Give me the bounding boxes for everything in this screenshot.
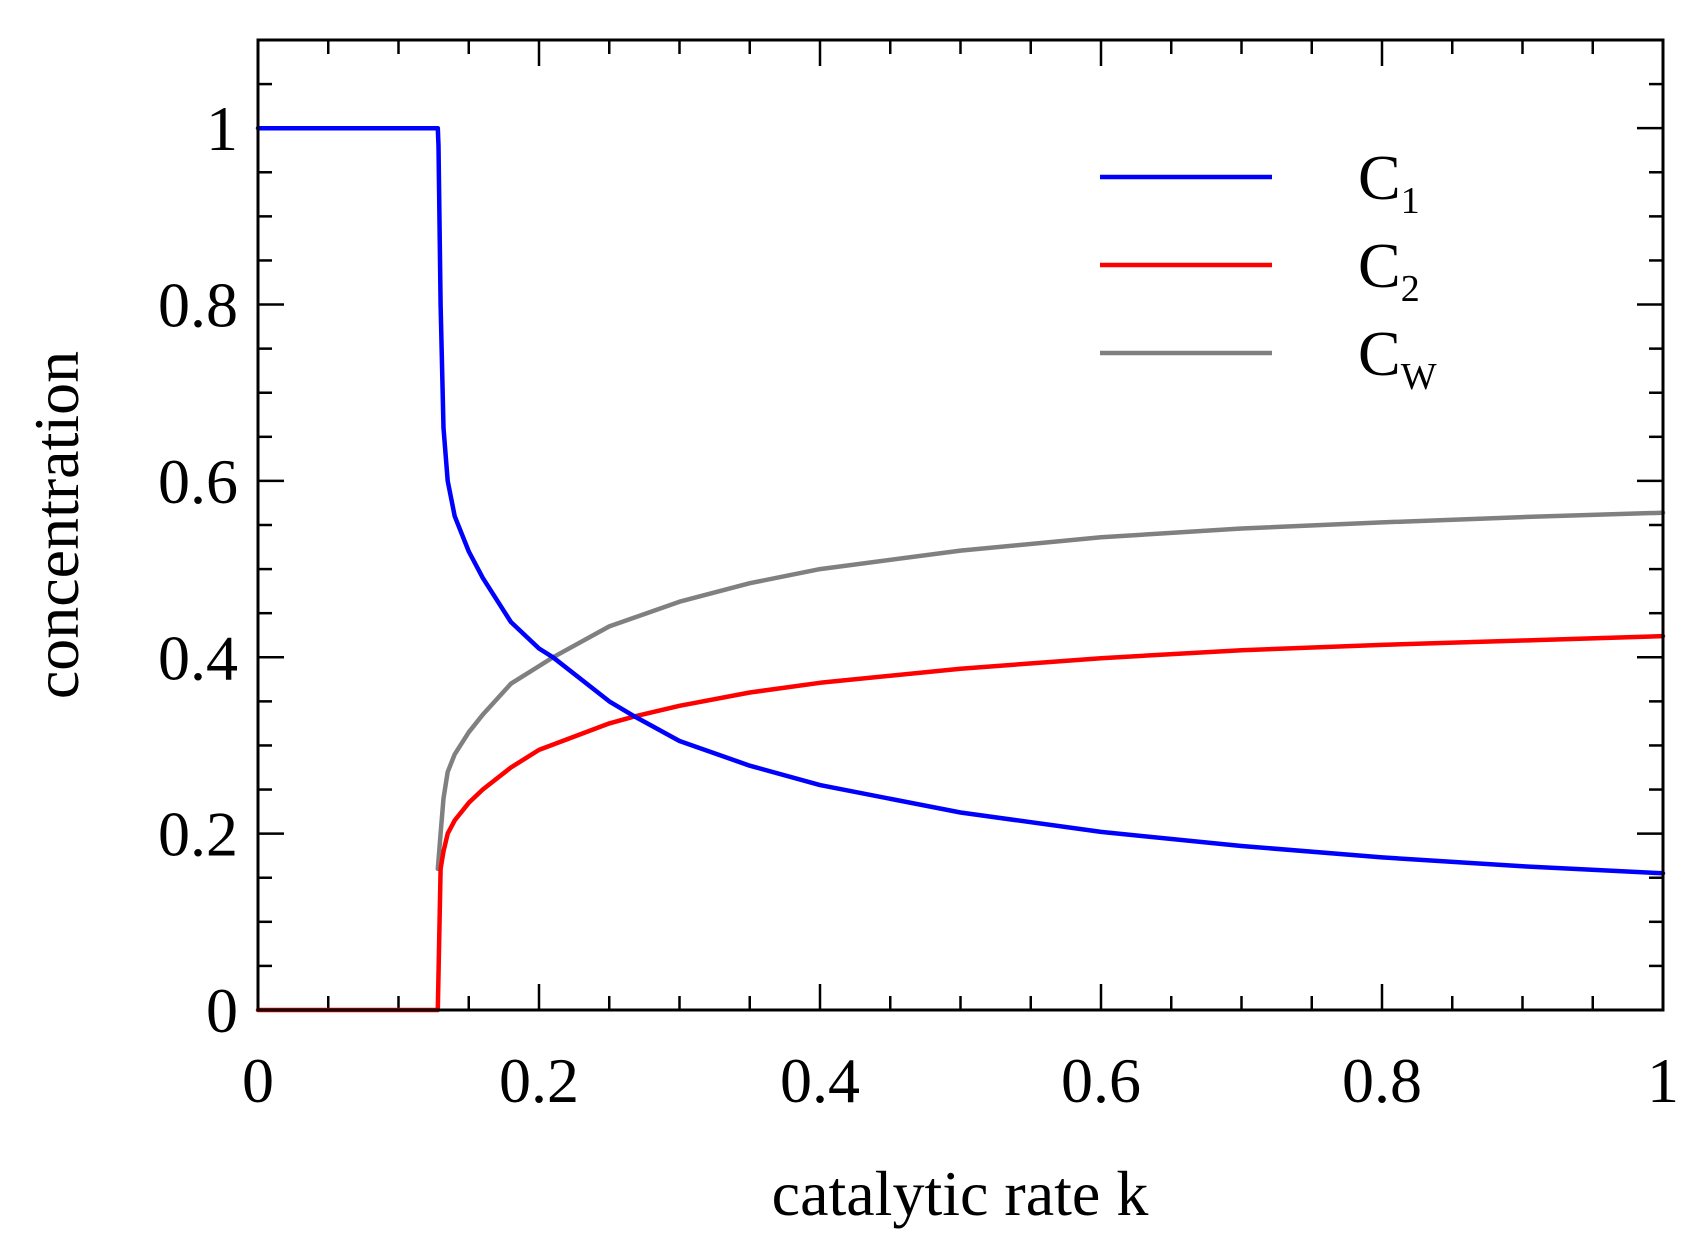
- x-tick-label: 0.8: [1342, 1045, 1422, 1116]
- x-axis-title: catalytic rate k: [772, 1158, 1149, 1229]
- legend-label-cw: CW: [1358, 318, 1437, 398]
- series-line-c1: [255, 125, 1666, 876]
- legend-label-c2: C2: [1358, 230, 1420, 310]
- x-tick-label: 0.2: [499, 1045, 579, 1116]
- y-tick-label: 0.4: [158, 622, 238, 693]
- tick-labels: 0 0.2 0.4 0.6 0.8 1 0 0.2 0.4 0.6 0.8 1: [158, 93, 1679, 1116]
- series-lines: [255, 125, 1666, 1013]
- x-tick-label: 0.4: [780, 1045, 860, 1116]
- x-tick-label: 0.6: [1061, 1045, 1141, 1116]
- series-line-cw: [435, 510, 1666, 872]
- y-tick-label: 0.6: [158, 446, 238, 517]
- plot-frame: [256, 38, 1665, 1012]
- y-tick-label: 0.2: [158, 799, 238, 870]
- legend-label-c1: C1: [1358, 142, 1420, 222]
- y-axis-title: concentration: [21, 351, 92, 699]
- series-line-c2: [255, 633, 1666, 1013]
- y-tick-label: 1: [206, 93, 238, 164]
- x-tick-label: 1: [1647, 1045, 1679, 1116]
- y-tick-label: 0.8: [158, 270, 238, 341]
- x-tick-label: 0: [242, 1045, 274, 1116]
- axis-ticks: [256, 38, 1665, 1012]
- y-tick-label: 0: [206, 975, 238, 1046]
